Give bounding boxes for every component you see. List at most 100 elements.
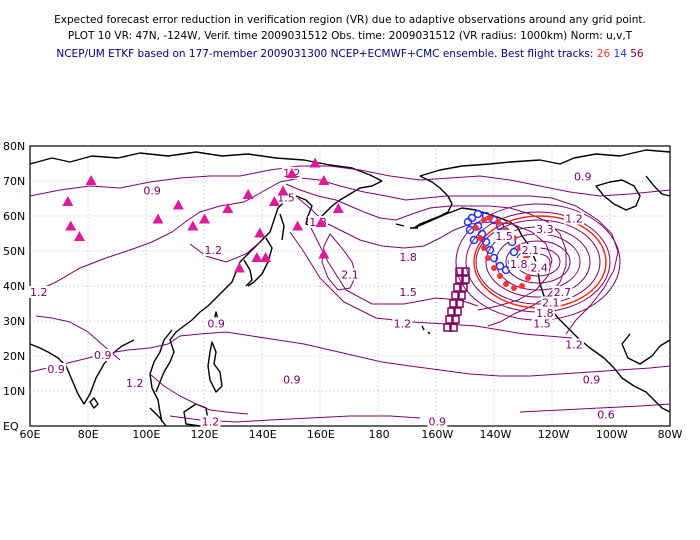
observation-site-triangle (85, 175, 97, 185)
observation-site-triangle (152, 213, 164, 224)
track-56-marker (459, 283, 468, 292)
contour-label-bg (508, 258, 529, 270)
x-tick-label: 80W (658, 428, 683, 441)
title-line-2: PLOT 10 VR: 47N, -124W, Verif. time 2009… (67, 30, 633, 42)
coast-sri-lanka (89, 397, 99, 409)
coast-labrador (645, 175, 671, 197)
contour-label-bg (534, 307, 555, 319)
contour-label: 0.6 (597, 409, 615, 422)
contour-label: 3.3 (536, 223, 554, 236)
observation-site-triangle (233, 262, 245, 273)
track-14-marker (485, 245, 495, 255)
coast-japan (247, 237, 273, 287)
contour-ring-6 (505, 240, 571, 284)
contour-label-bg (564, 212, 584, 225)
axis-labels: 60E 80E 100E 120E 140E 160E 180 160W 140W 120W 100… (3, 140, 683, 441)
track-56-marker (451, 291, 460, 300)
contour-label: 2.1 (341, 269, 359, 282)
observation-site-triangle (199, 213, 211, 224)
track-56-marker (457, 291, 466, 300)
contour-label: 1.2 (30, 286, 48, 299)
title-line-3: NCEP/UM ETKF based on 177-member 2009031… (0, 46, 700, 62)
contour-label: 1.5 (495, 230, 513, 243)
observation-site-triangle (62, 196, 74, 206)
contour-label: 1.5 (533, 318, 551, 331)
x-tick-label: 100E (132, 428, 160, 441)
contour-label-bg (281, 373, 302, 386)
contour-label: 0.9 (47, 363, 65, 376)
coast-sumatra (149, 407, 167, 427)
grid-lines (30, 146, 670, 426)
x-tick-label: 160E (307, 428, 335, 441)
contour-1.8 (297, 197, 553, 311)
contour-label-bg (494, 230, 515, 242)
track-56-marker (455, 267, 464, 276)
coast-east-asia (155, 239, 263, 393)
y-tick-label: 70N (3, 175, 25, 188)
contour-1.2-west (189, 241, 261, 263)
contour-labels: 0.91.21.51.81.21.22.11.81.51.20.90.90.90… (28, 167, 616, 429)
contour-label: 1.8 (399, 251, 417, 264)
observation-site-triangle (73, 231, 85, 241)
observation-site-triangle (187, 220, 199, 231)
track-26-marker (485, 255, 491, 261)
contour-label: 0.9 (94, 349, 112, 362)
contour-label: 1.2 (205, 244, 223, 257)
observation-site-triangle (65, 220, 77, 231)
track-56-marker (461, 275, 470, 284)
contour-label: 0.9 (207, 318, 225, 331)
contour-label: 1.2 (202, 416, 220, 429)
contour-label-bg (552, 286, 573, 298)
coast-canada-arctic (509, 149, 671, 165)
contour-label: 2.4 (530, 262, 548, 275)
track-26-marker (487, 215, 493, 221)
contour-label-bg (46, 363, 67, 375)
coast-central-america (645, 391, 671, 413)
track-56-marker (455, 299, 464, 308)
contour-label-bg (540, 296, 561, 309)
track-26-marker (519, 283, 525, 289)
contour-label-bg (28, 286, 49, 298)
contour-label: 1.2 (394, 318, 412, 331)
y-tick-label: 80N (3, 140, 25, 153)
contour-label: 2.1 (522, 244, 540, 257)
observation-site-triangle (286, 168, 298, 178)
contour-label: 2.1 (542, 297, 560, 310)
contour-label-bg (581, 373, 602, 386)
track-56-marker (453, 283, 462, 292)
track-14-marker (509, 247, 519, 257)
track-14-marker (495, 261, 505, 271)
contour-0.6 (519, 403, 671, 413)
track-56-marker (461, 267, 470, 276)
coast-eurasia-north (29, 151, 383, 182)
coast-hawaii (421, 325, 431, 335)
track-56-marker (451, 315, 460, 324)
observation-site-triangle (318, 248, 330, 259)
x-tick-label: 120E (191, 428, 219, 441)
contour-label-bg (532, 317, 552, 330)
x-tick-label: 140W (480, 428, 512, 441)
contour-2.1 (321, 233, 357, 291)
observation-site-triangle (222, 203, 234, 213)
y-tick-label: 20N (3, 350, 25, 363)
track-14-marker (473, 209, 483, 219)
x-tick-label: 60E (20, 428, 41, 441)
track-14-marker (481, 237, 491, 247)
x-tick-label: 180 (369, 428, 390, 441)
y-tick-label: 10N (3, 385, 25, 398)
y-tick-label: 40N (3, 280, 25, 293)
contour-label: 0.9 (283, 374, 301, 387)
coast-alaska-north (419, 161, 511, 177)
contour-label-bg (92, 349, 113, 361)
coast-aleutians (395, 223, 418, 229)
observation-site-triangle (251, 252, 263, 262)
coast-hudson-bay (595, 179, 641, 211)
contour-label-bg (572, 170, 593, 183)
y-tick-label: 50N (3, 245, 25, 258)
contour-label-bg (142, 184, 163, 197)
track-26-marker (481, 217, 487, 223)
track-56-marker (449, 323, 458, 332)
coast-gulf-mexico (621, 333, 671, 365)
contour-label: 0.9 (429, 416, 447, 429)
track-26-marker (495, 219, 501, 225)
